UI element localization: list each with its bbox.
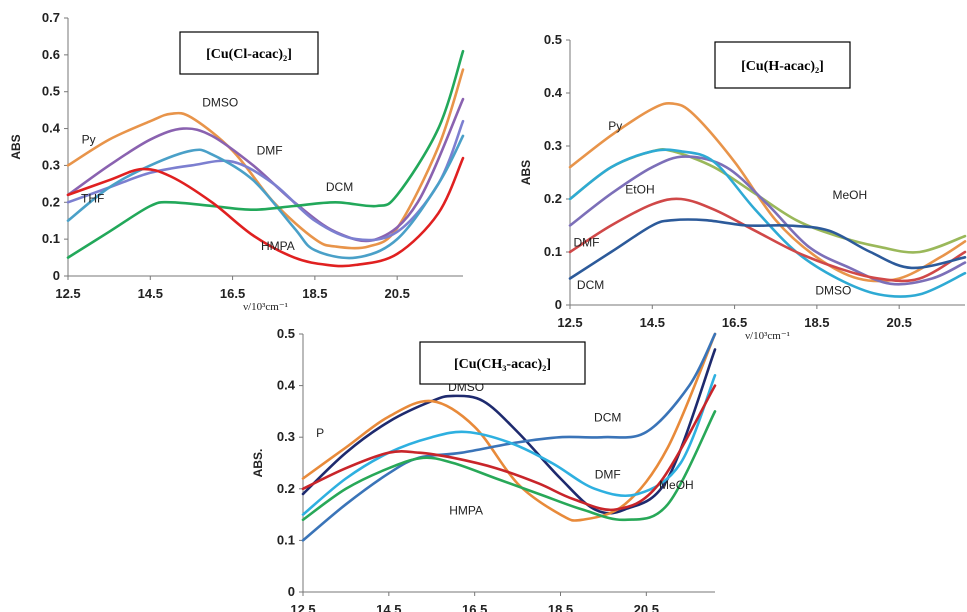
chart-cu-cl-acac: 0 0.1 0.2 0.3 0.4 0.5 0.6 0.7 12.5 14.5 16.5 18.5 20… [9,10,465,313]
annotation-hmpa: HMPA [449,504,483,518]
x-tick-label: 12.5 [557,315,582,330]
x-tick-label: 16.5 [462,602,487,612]
x-tick-label: 18.5 [804,315,829,330]
series-line-dmf [66,119,465,242]
series-line-dcm [568,218,967,280]
y-tick-label: 0.5 [42,84,60,99]
y-tick-label: 0.7 [42,10,60,25]
annotation-dmso: DMSO [202,95,238,109]
y-tick-label: 0 [555,297,562,312]
y-tick-label: 0.4 [42,121,61,136]
series-line-dmso [301,348,717,515]
x-tick-label: 14.5 [640,315,665,330]
x-tick-label: 16.5 [220,286,245,301]
y-tick-label: 0.2 [42,194,60,209]
series-line-meoh [301,410,717,522]
y-axis-label: ABS [9,134,23,159]
y-tick-label: 0.4 [544,85,563,100]
chart-title-box [714,41,851,89]
series-line-dmso [568,148,967,298]
y-tick-label: 0.1 [42,231,60,246]
annotation-py: Py [608,119,622,133]
series-line-dmf [568,155,967,286]
x-tick-label: 16.5 [722,315,747,330]
x-tick-label: 18.5 [548,602,573,612]
x-axis-label: ν/10³cm⁻¹ [243,301,288,313]
annotation-dmf: DMF [257,143,283,157]
y-tick-label: 0.5 [277,326,295,341]
series-line-dmso [66,97,465,243]
series-line-hmpa [301,384,717,512]
x-tick-label: 20.5 [887,315,912,330]
y-tick-label: 0.3 [42,157,60,172]
x-tick-label: 14.5 [376,602,401,612]
x-tick-label: 12.5 [55,286,80,301]
y-tick-label: 0.6 [42,47,60,62]
y-tick-label: 0.1 [544,244,562,259]
x-tick-label: 20.5 [385,286,410,301]
chart-title-box [179,31,319,75]
y-axis-label: ABS [519,160,533,185]
chart-title: [Cu(CH₃-acac)₂] [454,357,551,372]
y-tick-label: 0.4 [277,378,296,393]
x-tick-label: 12.5 [290,602,315,612]
annotation-dmso: DMSO [815,283,851,297]
chart-cu-ch3-acac: 00.10.20.30.40.512.514.516.518.520.5ν/10… [251,326,717,612]
annotation-dcm: DCM [577,278,604,292]
annotation-etoh: EtOH [625,183,654,197]
y-tick-label: 0.3 [544,138,562,153]
y-tick-label: 0 [288,584,295,599]
chart-title: [Cu(H-acac)₂] [741,59,824,74]
series-line-hmpa [66,156,465,268]
y-tick-label: 0.1 [277,532,295,547]
series-line-etoh [568,197,967,283]
annotation-meoh: MeOH [659,478,694,492]
y-axis-label: ABS. [251,449,265,478]
annotation-meoh: MeOH [832,188,867,202]
x-tick-label: 20.5 [634,602,659,612]
annotation-dmf: DMF [573,236,599,250]
chart-title-box [419,341,586,385]
y-tick-label: 0 [53,268,60,283]
series-line-dcm [301,332,717,542]
y-tick-label: 0.5 [544,32,562,47]
chart-cu-h-acac: 0 0.1 0.2 0.3 0.4 0.5 12.5 14.5 16.5 18.5 20.5 ν/10… [519,32,967,342]
x-tick-label: 14.5 [138,286,163,301]
x-axis-label: ν/10³cm⁻¹ [745,330,790,342]
x-tick-label: 18.5 [302,286,327,301]
annotation-thf: THF [81,191,104,205]
annotation-py: Py [82,132,96,146]
chart-title: [Cu(Cl-acac)₂] [206,47,292,62]
y-tick-label: 0.2 [544,191,562,206]
series-line-dcm [66,49,465,259]
annotation-dcm: DCM [326,180,353,194]
annotation-p: P [316,426,324,440]
annotation-dcm: DCM [594,411,621,425]
annotation-hmpa: HMPA [261,239,295,253]
y-tick-label: 0.2 [277,481,295,496]
annotation-dmf: DMF [595,467,621,481]
y-tick-label: 0.3 [277,429,295,444]
